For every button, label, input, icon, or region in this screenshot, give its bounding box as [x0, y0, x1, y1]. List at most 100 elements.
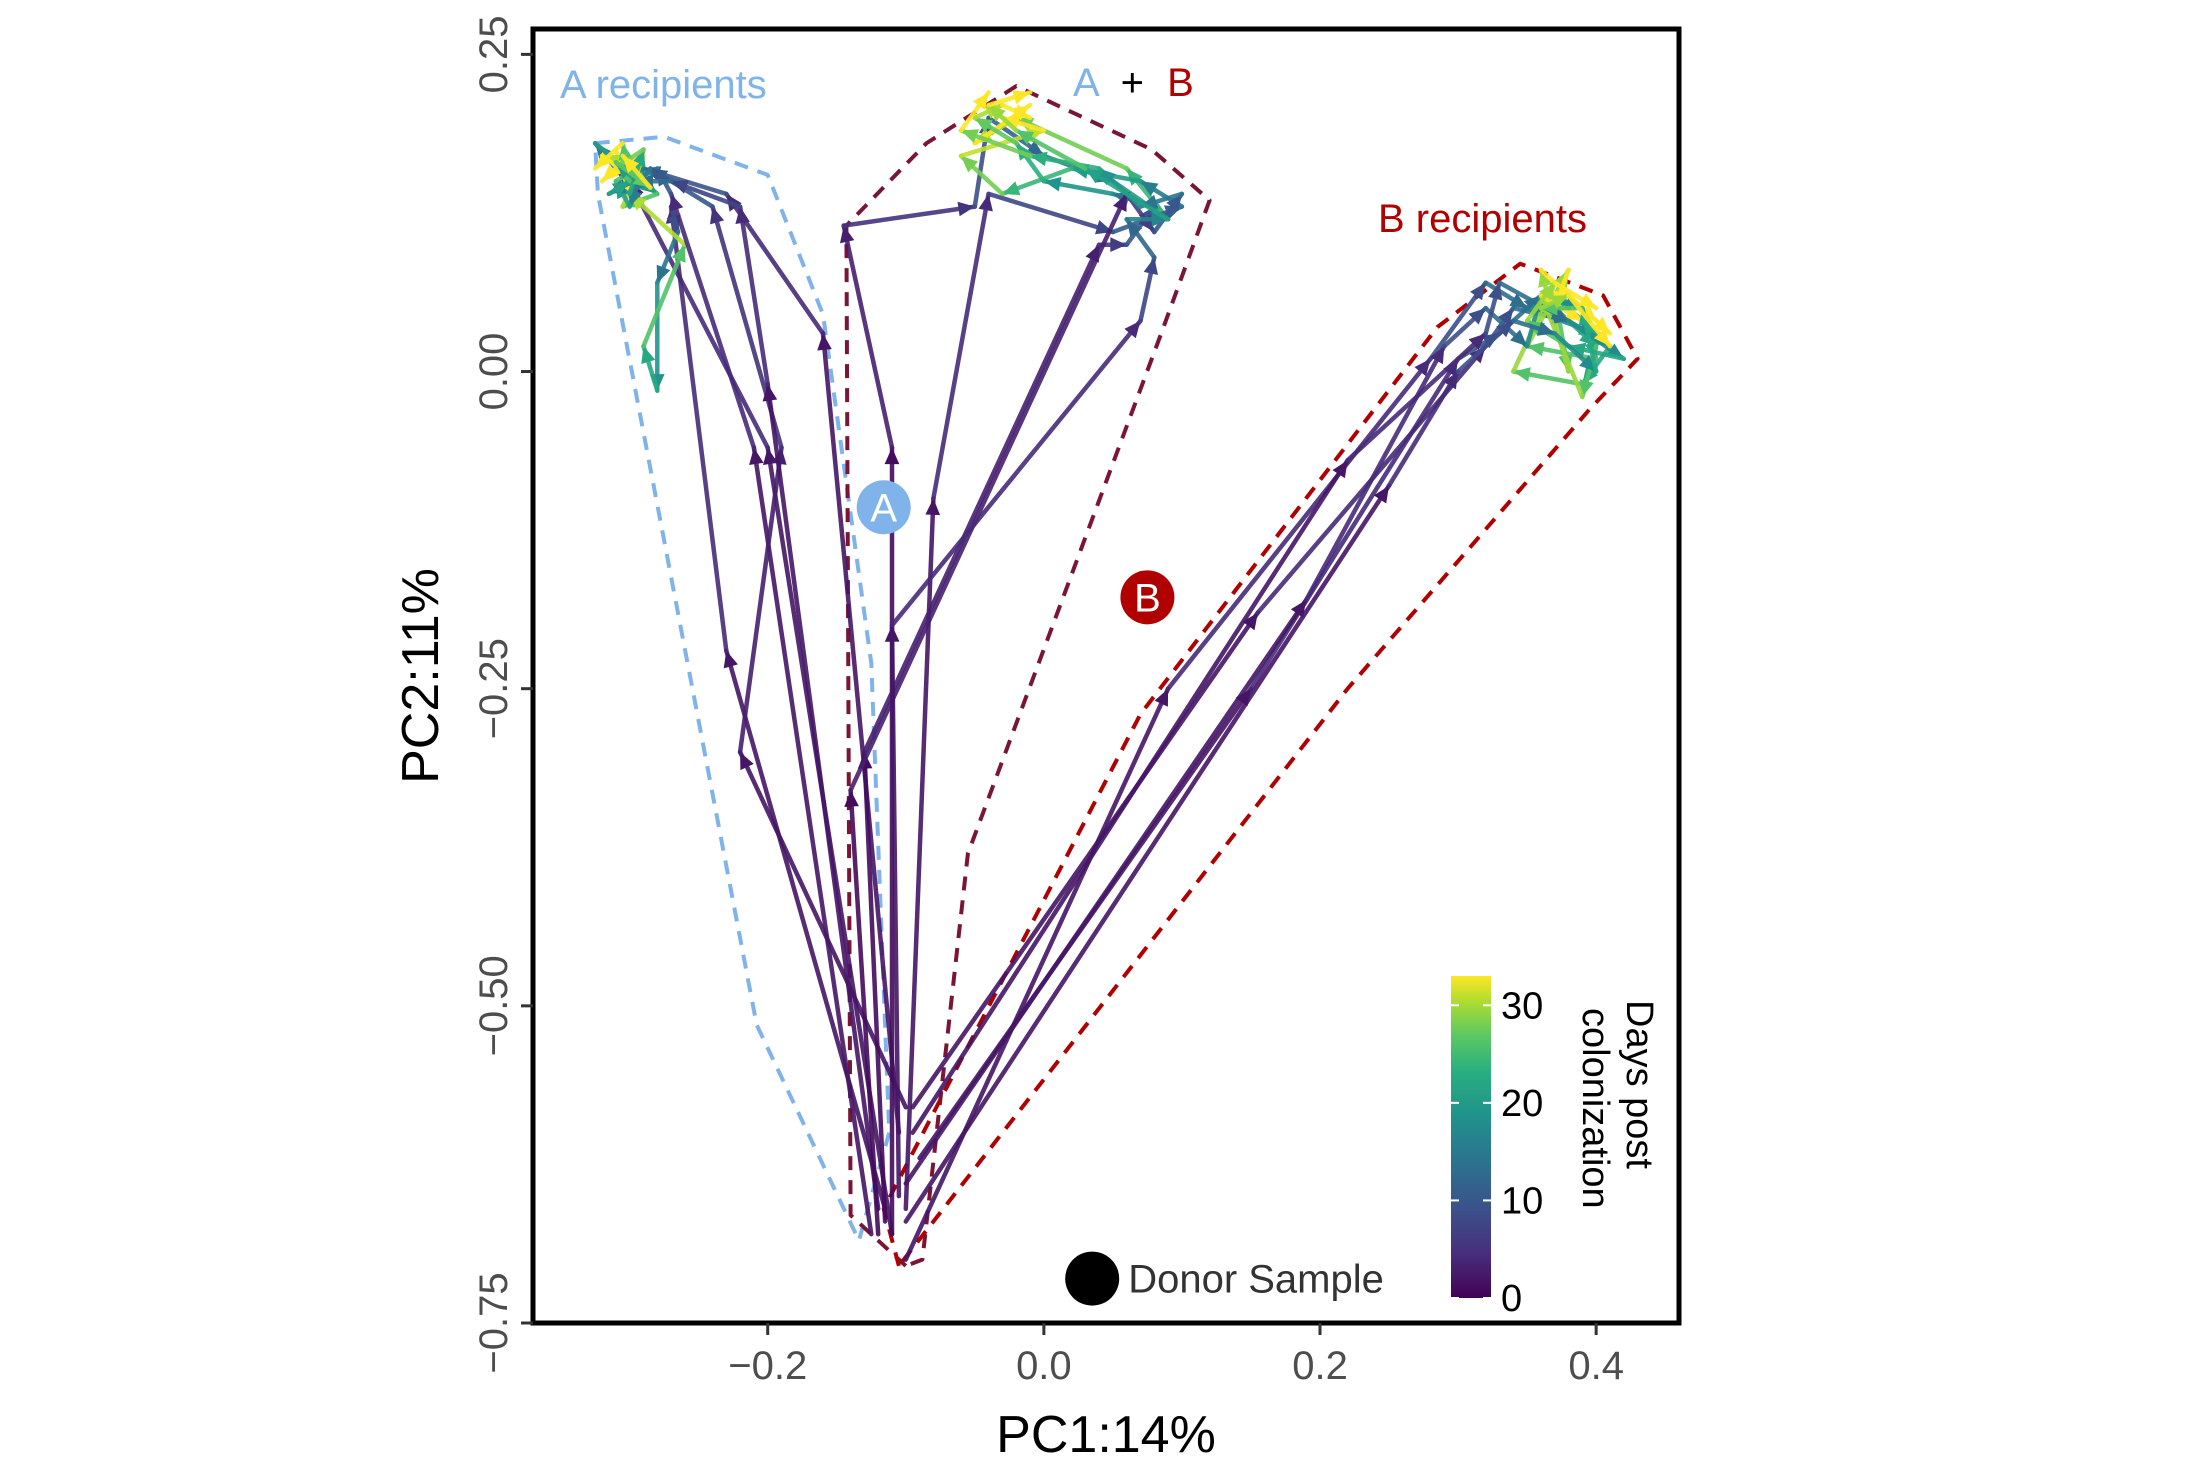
colorbar-tick-label: 0 [1501, 1278, 1522, 1320]
trajectory-arrowhead [988, 105, 1006, 122]
trajectory-segment [841, 223, 895, 450]
ab-label-a: A [1073, 61, 1100, 105]
trajectory-arrowhead [1242, 612, 1258, 631]
trajectory-arrowhead [1578, 293, 1597, 309]
trajectory-arrowhead [1002, 181, 1021, 196]
trajectory-arrowhead [840, 225, 855, 244]
trajectory-segment [986, 191, 1116, 235]
trajectory-arrowhead [1414, 358, 1431, 377]
marker-b-label: B [1134, 576, 1161, 620]
axes: −0.2 0.0 0.2 0.4 0.25 0.00 −0.25 −0.50 −0.75 [472, 15, 1624, 1388]
trajectory-arrowhead [656, 264, 671, 283]
trajectory-arrowhead [1468, 308, 1486, 325]
y-axis-title: PC2:11% [392, 568, 450, 784]
y-tick-label: −0.25 [472, 638, 516, 739]
trajectory-arrowhead [723, 650, 738, 669]
trajectory-7 [840, 102, 1171, 1237]
trajectory-segment [668, 191, 757, 450]
y-tick-label: −0.50 [472, 955, 516, 1056]
x-tick-label: −0.2 [728, 1344, 807, 1388]
trajectory-arrowhead [1166, 193, 1182, 212]
trajectory-arrowhead [957, 201, 975, 217]
trajectory-arrowhead [1488, 282, 1503, 301]
x-tick-label: 0.2 [1292, 1344, 1348, 1388]
trajectory-14 [917, 267, 1599, 1161]
trajectory-arrowhead [1550, 306, 1569, 321]
trajectory-segment [1303, 343, 1447, 603]
y-tick-label: 0.25 [472, 15, 516, 93]
trajectory-arrowhead [961, 129, 979, 143]
trajectory-arrowhead [1497, 308, 1514, 326]
trajectory-arrowhead [1579, 355, 1597, 372]
trajectory-segment [931, 191, 991, 501]
trajectory-arrowhead [973, 92, 989, 110]
a-recipients-label: A recipients [560, 63, 767, 107]
trajectory-12 [903, 267, 1599, 1262]
trajectory-arrowhead [1470, 282, 1486, 301]
trajectory-segment [820, 331, 902, 1135]
trajectory-arrowhead [710, 206, 725, 225]
trajectory-11 [884, 90, 1171, 1199]
trajectory-arrowhead [671, 244, 686, 263]
trajectory-arrowhead [595, 152, 613, 169]
trajectory-arrowhead [671, 180, 689, 194]
trajectory-arrowhead [1016, 130, 1035, 145]
trajectory-segment [841, 204, 978, 228]
colorbar-gradient [1451, 976, 1491, 1298]
x-tick-label: 0.0 [1016, 1344, 1072, 1388]
trajectory-arrowhead [1523, 295, 1541, 312]
trajectory-arrowhead [884, 447, 900, 465]
trajectory-arrowhead [1113, 193, 1127, 212]
x-axis-title: PC1:14% [996, 1406, 1216, 1460]
donor-sample-dot [1065, 1251, 1120, 1306]
trajectory-arrowhead [1099, 168, 1117, 186]
trajectory-arrowhead [844, 790, 859, 807]
trajectory-arrowhead [1140, 181, 1159, 197]
colorbar-title-line2: colonization [1574, 1008, 1616, 1209]
trajectory-arrowhead [1151, 212, 1169, 227]
trajectory-arrowhead [611, 181, 630, 197]
trajectory-arrowhead [1030, 151, 1048, 167]
trajectory-arrowhead [602, 164, 620, 182]
trajectory-13 [910, 280, 1613, 1110]
trajectory-8 [903, 115, 1185, 1212]
trajectory-arrowhead [1496, 320, 1514, 338]
trajectory-segment [862, 242, 1102, 755]
trajectory-segment [903, 483, 1392, 1224]
colorbar-ticks: 0 10 20 30 [1451, 985, 1543, 1320]
trajectory-arrowhead [641, 346, 656, 364]
trajectory-segment [1248, 356, 1461, 691]
x-tick-label: 0.4 [1568, 1344, 1624, 1388]
marker-b-circle [1120, 570, 1175, 625]
trajectory-arrowhead [1510, 329, 1528, 347]
colorbar-tick-label: 10 [1501, 1180, 1543, 1222]
trajectory-segment [668, 204, 729, 653]
trajectory-arrowhead [978, 193, 993, 212]
trajectory-arrowhead [1012, 104, 1031, 118]
trajectory-9 [857, 102, 1157, 1224]
trajectory-series [592, 90, 1627, 1262]
donor-sample-label: Donor Sample [1128, 1258, 1384, 1302]
trajectory-arrowhead [1468, 333, 1486, 350]
trajectory-arrowhead [1592, 316, 1610, 334]
trajectory-arrowhead [1579, 379, 1594, 397]
trajectory-arrowhead [735, 206, 750, 224]
trajectory-arrowhead [1143, 257, 1158, 275]
trajectory-segment [1386, 369, 1461, 488]
ab-group-label: A + B [1073, 61, 1194, 105]
trajectory-6 [613, 153, 881, 1212]
trajectory-arrowhead [1154, 688, 1169, 707]
colorbar-title-line1: Days post [1618, 1000, 1660, 1169]
trajectory-arrowhead [650, 168, 669, 184]
ab-label-plus: + [1121, 61, 1144, 105]
trajectory-arrowhead [1513, 367, 1531, 382]
trajectory-arrowhead [1290, 599, 1307, 618]
group-labels: A recipients A + B B recipients [560, 61, 1587, 241]
trajectory-arrowhead [1373, 485, 1389, 504]
trajectory-segment [848, 787, 881, 1237]
trajectory-arrowhead [669, 193, 684, 212]
trajectory-arrowhead [1568, 342, 1587, 357]
trajectory-arrowhead [1538, 270, 1553, 288]
trajectory-arrowhead [622, 155, 640, 174]
